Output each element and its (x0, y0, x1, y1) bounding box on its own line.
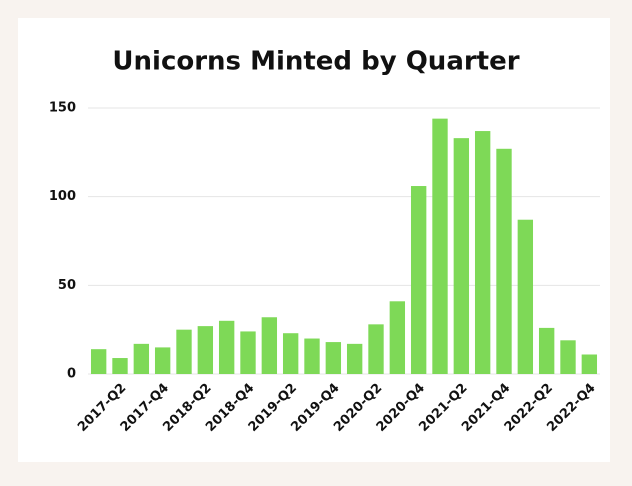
bar (432, 118, 448, 374)
bar (389, 301, 406, 374)
bar (197, 326, 214, 374)
bar (176, 329, 192, 374)
chart-title: Unicorns Minted by Quarter (112, 47, 519, 77)
bar (581, 354, 598, 374)
bar (346, 343, 363, 374)
bar (261, 317, 278, 374)
bar (474, 131, 491, 374)
bar (517, 219, 534, 374)
y-tick-label: 0 (67, 367, 76, 382)
bar (560, 340, 576, 374)
y-tick-label: 50 (58, 278, 76, 293)
bar (218, 320, 235, 374)
bar (282, 333, 299, 374)
y-tick-label: 100 (49, 189, 76, 204)
bar (240, 331, 256, 374)
bar (496, 148, 512, 374)
bar (410, 186, 427, 374)
bar (538, 327, 555, 374)
bar (304, 338, 320, 374)
bar (133, 343, 150, 374)
bar (453, 138, 470, 374)
bar (112, 358, 128, 374)
y-tick-label: 150 (49, 101, 76, 116)
bar (325, 342, 342, 374)
bar (90, 349, 107, 374)
bar (368, 324, 384, 374)
bar (154, 347, 171, 374)
